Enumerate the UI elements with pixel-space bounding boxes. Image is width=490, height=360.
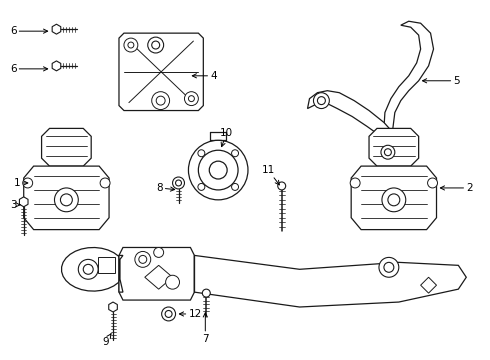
Circle shape [156,96,165,105]
Circle shape [232,184,239,190]
Circle shape [382,188,406,212]
Polygon shape [98,257,115,273]
Text: 7: 7 [202,313,209,344]
Text: 11: 11 [262,165,279,185]
Circle shape [184,92,198,105]
Polygon shape [145,265,172,289]
Text: 6: 6 [10,64,48,74]
Text: 5: 5 [422,76,460,86]
Polygon shape [52,61,61,71]
Polygon shape [369,129,418,166]
Text: 9: 9 [102,334,111,347]
Polygon shape [119,247,195,300]
Circle shape [166,275,179,289]
Circle shape [139,255,147,264]
Circle shape [350,178,360,188]
Circle shape [198,150,205,157]
Circle shape [318,96,325,105]
Circle shape [198,184,205,190]
Circle shape [154,247,164,257]
Circle shape [152,41,160,49]
Circle shape [128,42,134,48]
Circle shape [54,188,78,212]
Circle shape [172,177,184,189]
Circle shape [83,264,93,274]
Text: 10: 10 [220,128,233,147]
Circle shape [23,178,33,188]
Circle shape [165,310,172,318]
Circle shape [162,307,175,321]
Circle shape [232,150,239,157]
Circle shape [209,161,227,179]
Circle shape [388,194,400,206]
Polygon shape [109,302,117,312]
Circle shape [78,260,98,279]
Text: 4: 4 [192,71,217,81]
Circle shape [189,96,195,102]
Circle shape [379,257,399,277]
Polygon shape [20,197,28,207]
Circle shape [152,92,170,109]
Polygon shape [42,129,91,166]
Polygon shape [24,166,109,230]
Text: 3: 3 [10,200,20,210]
Circle shape [428,178,438,188]
Circle shape [135,251,151,267]
Polygon shape [384,21,434,138]
Circle shape [148,37,164,53]
Circle shape [384,262,394,272]
Text: 12: 12 [179,309,202,319]
Circle shape [198,150,238,190]
Polygon shape [62,248,125,291]
Circle shape [60,194,73,206]
Circle shape [278,182,286,190]
Polygon shape [420,277,437,293]
Polygon shape [119,33,203,111]
Polygon shape [308,91,395,142]
Polygon shape [52,24,61,34]
Circle shape [202,289,210,297]
Circle shape [314,93,329,109]
Circle shape [381,145,395,159]
Text: 6: 6 [10,26,48,36]
Circle shape [124,38,138,52]
Text: 2: 2 [441,183,473,193]
Circle shape [100,178,110,188]
Circle shape [385,149,392,156]
Text: 1: 1 [14,178,28,188]
Polygon shape [375,138,401,165]
Text: 8: 8 [156,183,174,193]
Circle shape [189,140,248,200]
Polygon shape [351,166,437,230]
Circle shape [175,180,181,186]
Polygon shape [119,255,123,292]
Polygon shape [195,255,466,307]
